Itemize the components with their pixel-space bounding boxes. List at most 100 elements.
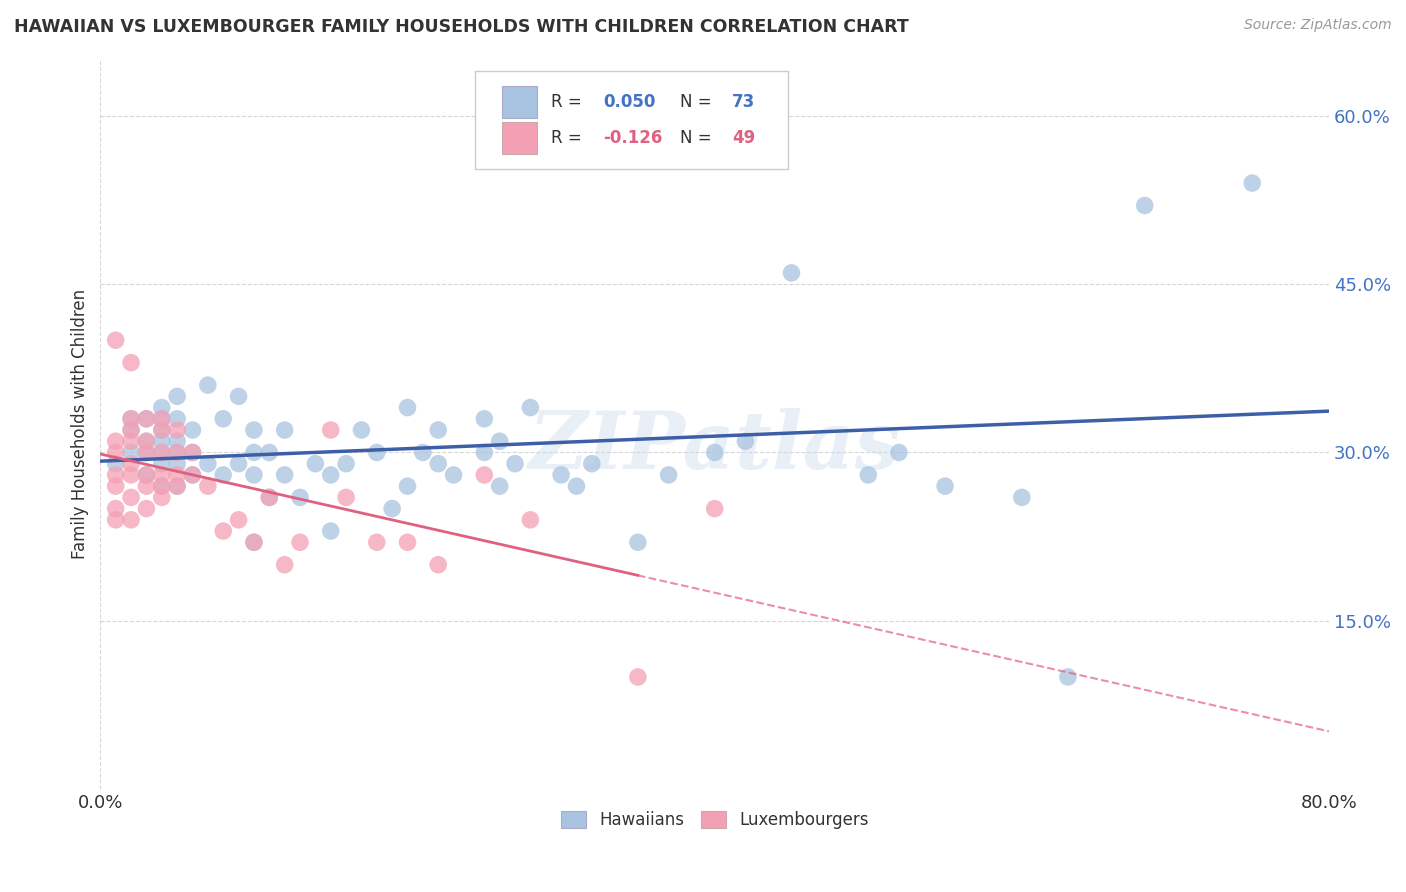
Point xyxy=(734,434,756,449)
Point xyxy=(212,524,235,538)
Point xyxy=(120,445,142,459)
Point xyxy=(858,467,880,482)
Point xyxy=(488,434,510,449)
Point xyxy=(243,535,266,549)
Point xyxy=(150,434,173,449)
Point xyxy=(150,423,173,437)
Point xyxy=(135,445,157,459)
Point xyxy=(1241,176,1264,190)
Point xyxy=(627,535,650,549)
Point xyxy=(396,535,419,549)
Point xyxy=(166,445,188,459)
Point xyxy=(381,501,404,516)
Point xyxy=(259,445,281,459)
Point xyxy=(104,513,127,527)
Point xyxy=(150,457,173,471)
Point xyxy=(150,479,173,493)
Point xyxy=(197,479,219,493)
Text: ZIPatlas: ZIPatlas xyxy=(529,408,901,485)
FancyBboxPatch shape xyxy=(475,70,789,169)
Point xyxy=(166,479,188,493)
Point xyxy=(304,457,326,471)
Point xyxy=(488,479,510,493)
Point xyxy=(934,479,956,493)
Point xyxy=(150,491,173,505)
Point xyxy=(335,491,357,505)
Point xyxy=(243,445,266,459)
Point xyxy=(243,467,266,482)
Point xyxy=(150,412,173,426)
Point xyxy=(288,491,311,505)
Point xyxy=(104,434,127,449)
Point xyxy=(166,423,188,437)
Point xyxy=(412,445,434,459)
Point xyxy=(443,467,465,482)
Point xyxy=(273,423,295,437)
Point xyxy=(273,558,295,572)
Point xyxy=(396,479,419,493)
Point xyxy=(120,412,142,426)
Point xyxy=(104,467,127,482)
Point xyxy=(780,266,803,280)
Point xyxy=(104,457,127,471)
Point xyxy=(1011,491,1033,505)
Text: 49: 49 xyxy=(733,129,755,147)
Text: HAWAIIAN VS LUXEMBOURGER FAMILY HOUSEHOLDS WITH CHILDREN CORRELATION CHART: HAWAIIAN VS LUXEMBOURGER FAMILY HOUSEHOL… xyxy=(14,18,908,36)
Text: 73: 73 xyxy=(733,93,755,111)
Point xyxy=(135,412,157,426)
Point xyxy=(350,423,373,437)
Point xyxy=(166,467,188,482)
Point xyxy=(581,457,603,471)
Point xyxy=(427,558,450,572)
Point xyxy=(472,412,495,426)
Point xyxy=(288,535,311,549)
Point xyxy=(366,535,388,549)
Point xyxy=(120,513,142,527)
Point xyxy=(150,412,173,426)
Point xyxy=(627,670,650,684)
Point xyxy=(197,457,219,471)
Point xyxy=(166,389,188,403)
Point xyxy=(228,513,250,527)
Point xyxy=(519,513,541,527)
Point xyxy=(503,457,526,471)
Text: R =: R = xyxy=(551,129,588,147)
Point xyxy=(135,467,157,482)
Point xyxy=(104,501,127,516)
Point xyxy=(135,412,157,426)
Point xyxy=(135,479,157,493)
Point xyxy=(335,457,357,471)
Point xyxy=(366,445,388,459)
Point xyxy=(104,333,127,347)
Point xyxy=(135,434,157,449)
Text: 0.050: 0.050 xyxy=(603,93,655,111)
Point xyxy=(703,445,725,459)
Point xyxy=(319,467,342,482)
Text: -0.126: -0.126 xyxy=(603,129,662,147)
Point xyxy=(104,445,127,459)
Point xyxy=(181,445,204,459)
Point xyxy=(212,412,235,426)
Point xyxy=(319,524,342,538)
Legend: Hawaiians, Luxembourgers: Hawaiians, Luxembourgers xyxy=(554,804,876,836)
Point xyxy=(120,491,142,505)
Point xyxy=(120,412,142,426)
Text: Source: ZipAtlas.com: Source: ZipAtlas.com xyxy=(1244,18,1392,32)
Point xyxy=(319,423,342,437)
Point xyxy=(703,501,725,516)
Point xyxy=(181,467,204,482)
Point xyxy=(273,467,295,482)
Point xyxy=(150,445,173,459)
Point xyxy=(166,479,188,493)
Point xyxy=(104,479,127,493)
Point xyxy=(120,423,142,437)
Bar xyxy=(502,122,537,154)
Bar xyxy=(502,86,537,118)
Point xyxy=(427,457,450,471)
Point xyxy=(166,457,188,471)
Point xyxy=(135,501,157,516)
Point xyxy=(150,467,173,482)
Point xyxy=(120,457,142,471)
Point xyxy=(150,401,173,415)
Text: N =: N = xyxy=(681,93,717,111)
